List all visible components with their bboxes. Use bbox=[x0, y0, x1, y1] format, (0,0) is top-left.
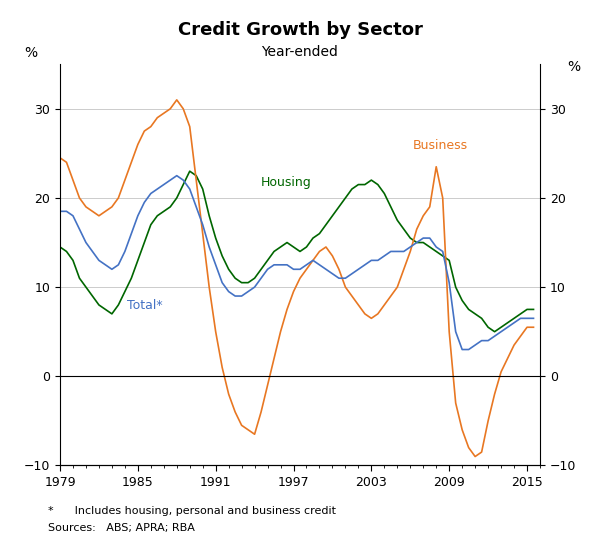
Text: Housing: Housing bbox=[261, 177, 312, 189]
Y-axis label: %: % bbox=[567, 60, 580, 74]
Text: Credit Growth by Sector: Credit Growth by Sector bbox=[178, 21, 422, 40]
Text: Total*: Total* bbox=[127, 300, 163, 312]
Text: Year-ended: Year-ended bbox=[262, 45, 338, 59]
Text: Sources:   ABS; APRA; RBA: Sources: ABS; APRA; RBA bbox=[48, 523, 195, 533]
Y-axis label: %: % bbox=[25, 46, 38, 60]
Text: Business: Business bbox=[413, 139, 468, 152]
Text: *      Includes housing, personal and business credit: * Includes housing, personal and busines… bbox=[48, 506, 336, 516]
